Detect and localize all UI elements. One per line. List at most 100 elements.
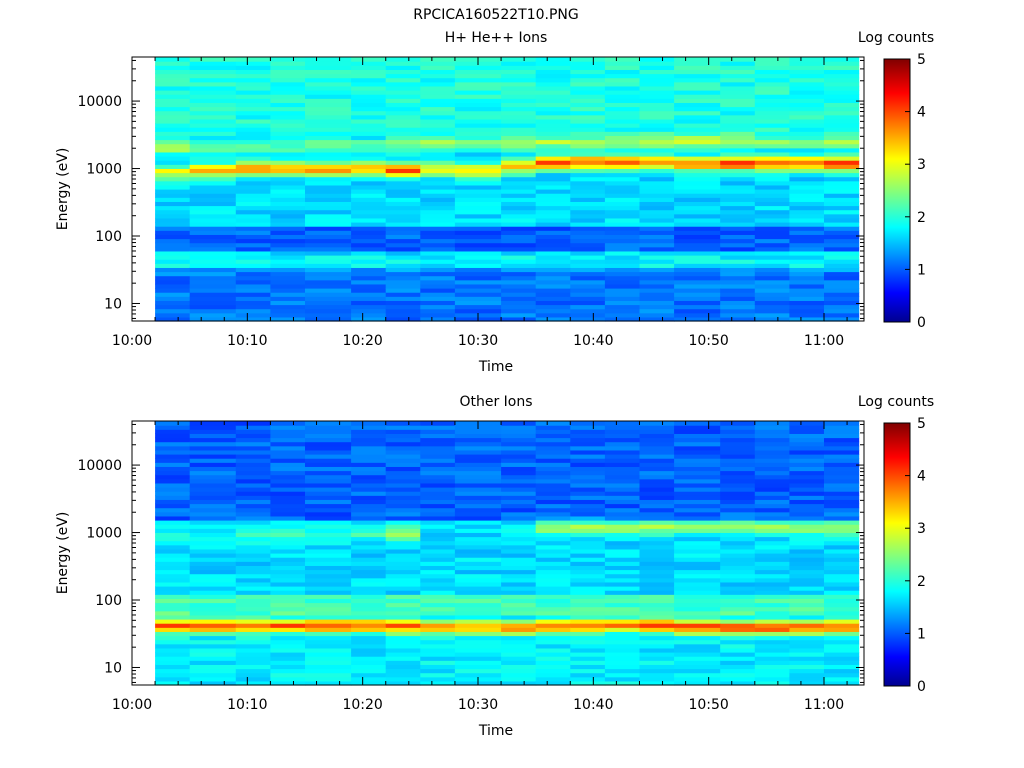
- heatmap-cell: [674, 205, 721, 211]
- heatmap-cell: [754, 168, 790, 174]
- heatmap-cell: [385, 606, 421, 612]
- heatmap-cell: [155, 602, 191, 608]
- heatmap-cell: [385, 548, 421, 554]
- heatmap-cell: [351, 594, 387, 599]
- heatmap-cell: [305, 581, 352, 587]
- heatmap-cell: [754, 437, 790, 443]
- heatmap-cell: [501, 656, 537, 661]
- heatmap-cell: [270, 656, 306, 661]
- heatmap-cell: [824, 532, 860, 538]
- heatmap-cell: [824, 619, 860, 624]
- heatmap-cell: [189, 660, 237, 665]
- heatmap-cell: [674, 57, 721, 62]
- heatmap-cell: [639, 565, 675, 571]
- heatmap-cell: [604, 478, 641, 484]
- heatmap-cell: [155, 437, 191, 443]
- heatmap-cell: [385, 553, 421, 558]
- heatmap-cell: [235, 610, 271, 616]
- heatmap-cell: [351, 548, 387, 554]
- heatmap-cell: [189, 164, 237, 169]
- heatmap-cell: [351, 635, 387, 641]
- heatmap-cell: [789, 610, 825, 616]
- heatmap-cell: [420, 176, 456, 182]
- heatmap-cell: [351, 643, 387, 649]
- heatmap-cell: [639, 230, 675, 235]
- heatmap-cell: [189, 532, 237, 538]
- colorbar-tick-label: 0: [917, 679, 926, 695]
- heatmap-cell: [535, 316, 571, 322]
- heatmap-cell: [189, 246, 237, 252]
- heatmap-cell: [351, 250, 387, 256]
- heatmap-cell: [305, 106, 352, 112]
- heatmap-cell: [155, 288, 191, 293]
- heatmap-cell: [155, 627, 191, 632]
- heatmap-cell: [674, 507, 721, 513]
- heatmap-cell: [789, 197, 825, 202]
- heatmap-cell: [420, 544, 456, 550]
- heatmap-cell: [155, 73, 191, 79]
- heatmap-cell: [535, 217, 571, 223]
- heatmap-cell: [824, 242, 860, 248]
- heatmap-cell: [824, 304, 860, 310]
- heatmap-cell: [235, 470, 271, 476]
- heatmap-cell: [420, 250, 456, 256]
- heatmap-cell: [674, 676, 721, 682]
- heatmap-cell: [535, 433, 571, 439]
- heatmap-cell: [305, 57, 352, 62]
- heatmap-cell: [385, 102, 421, 108]
- heatmap-cell: [570, 288, 606, 293]
- heatmap-cell: [824, 234, 860, 240]
- heatmap-cell: [570, 445, 606, 451]
- heatmap-cell: [501, 316, 537, 322]
- heatmap-cell: [535, 536, 571, 542]
- heatmap-cell: [754, 680, 790, 686]
- heatmap-cell: [720, 577, 756, 583]
- heatmap-cell: [501, 503, 537, 509]
- heatmap-cell: [420, 445, 456, 451]
- heatmap-cell: [351, 429, 387, 434]
- heatmap-cell: [535, 503, 571, 509]
- heatmap-cell: [420, 106, 456, 112]
- heatmap-cell: [454, 283, 502, 289]
- heatmap-cell: [155, 532, 191, 538]
- heatmap-cell: [789, 680, 825, 686]
- heatmap-cell: [604, 491, 641, 496]
- heatmap-cell: [155, 445, 191, 451]
- heatmap-cell: [501, 511, 537, 517]
- heatmap-cell: [570, 544, 606, 550]
- heatmap-cell: [420, 606, 456, 612]
- heatmap-cell: [824, 499, 860, 505]
- heatmap-cell: [420, 180, 456, 186]
- heatmap-cell: [535, 110, 571, 116]
- heatmap-cell: [351, 466, 387, 472]
- heatmap-cell: [305, 193, 352, 198]
- heatmap-cell: [305, 77, 352, 83]
- heatmap-cell: [824, 172, 860, 178]
- heatmap-cell: [454, 222, 502, 227]
- heatmap-cell: [454, 85, 502, 91]
- heatmap-cell: [385, 57, 421, 62]
- heatmap-cell: [235, 135, 271, 141]
- heatmap-cell: [189, 189, 237, 194]
- heatmap-cell: [305, 316, 352, 322]
- heatmap-cell: [535, 631, 571, 637]
- heatmap-cell: [570, 242, 606, 248]
- heatmap-cell: [385, 135, 421, 141]
- heatmap-cell: [189, 441, 237, 447]
- heatmap-cell: [570, 139, 606, 145]
- heatmap-cell: [385, 308, 421, 314]
- heatmap-cell: [720, 652, 756, 657]
- heatmap-cell: [454, 647, 502, 653]
- heatmap-cell: [789, 536, 825, 542]
- colorbar-label: Log counts: [858, 394, 934, 410]
- heatmap-cell: [720, 304, 756, 310]
- heatmap-cell: [535, 553, 571, 558]
- heatmap-cell: [501, 102, 537, 108]
- heatmap-cell: [789, 135, 825, 141]
- heatmap-cell: [720, 507, 756, 513]
- heatmap-cell: [454, 267, 502, 273]
- heatmap-cell: [604, 429, 641, 434]
- heatmap-cell: [501, 581, 537, 587]
- heatmap-cell: [385, 627, 421, 632]
